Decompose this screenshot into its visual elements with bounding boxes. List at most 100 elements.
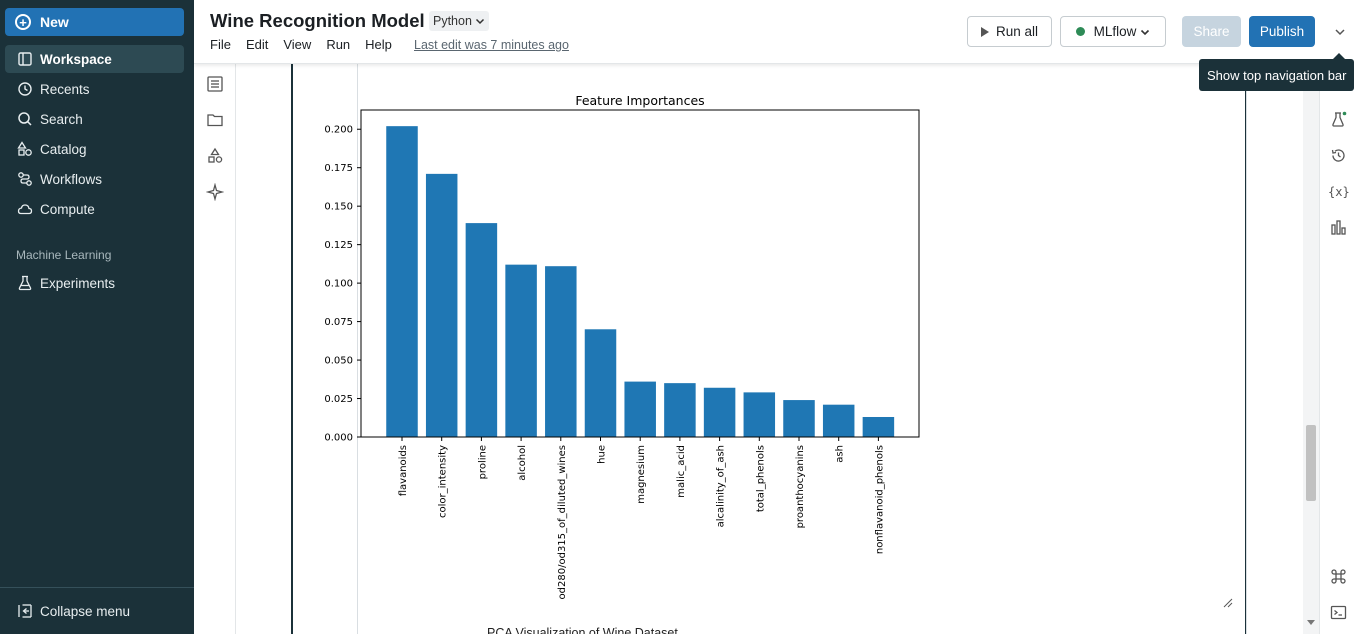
feature-importance-chart: Feature Importances 0.000 0.025 0.050 0.075… <box>324 93 920 599</box>
clock-icon <box>17 81 33 97</box>
sidebar-item-recents[interactable]: Recents <box>5 75 184 103</box>
plus-icon: + <box>15 14 31 30</box>
menu-file[interactable]: File <box>210 37 231 52</box>
menu-bar: File Edit View Run Help <box>210 37 407 52</box>
workspace-icon <box>17 51 33 67</box>
terminal-icon[interactable] <box>1330 604 1347 621</box>
chevron-down-icon <box>475 18 484 25</box>
collapse-menu-label: Collapse menu <box>40 603 131 619</box>
scrollbar-thumb[interactable] <box>1306 425 1316 501</box>
chevron-down-icon[interactable] <box>1333 25 1347 39</box>
compute-label: MLflow <box>1093 24 1137 39</box>
resize-handle-icon[interactable] <box>1223 598 1233 608</box>
language-label: Python <box>433 14 472 28</box>
language-selector[interactable]: Python <box>429 11 489 31</box>
bar-color_intensity <box>425 173 458 437</box>
tooltip: Show top navigation bar <box>1199 53 1354 91</box>
bar-malic_acid <box>664 383 696 437</box>
next-output-title: PCA Visualization of Wine Dataset <box>487 626 678 634</box>
search-icon <box>17 111 33 127</box>
y-tick-label: 0.025 <box>324 394 353 405</box>
scroll-down-arrow-icon[interactable] <box>1307 620 1315 625</box>
y-tick-label: 0.000 <box>324 433 353 444</box>
bar-proline <box>465 223 498 437</box>
x-tick-label: malic_acid <box>676 445 687 498</box>
plot-frame <box>360 109 920 438</box>
sidebar-item-label: Workspace <box>40 51 112 67</box>
last-edit-link[interactable]: Last edit was 7 minutes ago <box>414 38 569 52</box>
catalog-icon <box>17 141 33 157</box>
sidebar-item-label: Recents <box>40 81 90 97</box>
bar-alcalinity_of_ash <box>703 387 736 437</box>
y-tick-label: 0.200 <box>324 125 353 136</box>
sidebar-item-catalog[interactable]: Catalog <box>5 135 184 163</box>
x-tick-label: proline <box>477 445 488 479</box>
left-tool-rail <box>194 64 236 634</box>
bar-nonflavanoid_phenols <box>862 416 895 437</box>
sidebar-item-label: Workflows <box>40 171 103 187</box>
y-tick-label: 0.125 <box>324 240 353 251</box>
compute-selector[interactable]: MLflow <box>1060 16 1166 47</box>
notebook-header: Wine Recognition Model Python File Edit … <box>194 0 1354 64</box>
new-button[interactable]: + New <box>5 8 184 36</box>
shapes-icon[interactable] <box>206 147 224 165</box>
section-label-machine-learning: Machine Learning <box>16 248 112 262</box>
menu-run[interactable]: Run <box>326 37 351 52</box>
menu-edit[interactable]: Edit <box>245 37 269 52</box>
sidebar: + New Workspace Recents Search Catalog W… <box>0 0 194 634</box>
run-all-label: Run all <box>995 24 1039 39</box>
bar-hue <box>584 329 617 437</box>
notebook-title[interactable]: Wine Recognition Model <box>210 10 425 31</box>
x-tick-label: flavanoids <box>398 445 409 496</box>
sidebar-item-label: Catalog <box>40 141 87 157</box>
sidebar-item-compute[interactable]: Compute <box>5 195 184 223</box>
sidebar-item-workspace[interactable]: Workspace <box>5 45 184 73</box>
table-of-contents-icon[interactable] <box>206 75 224 93</box>
sidebar-item-label: Compute <box>40 201 95 217</box>
share-button[interactable]: Share <box>1182 16 1241 47</box>
bar-od280/od315_of_diluted_wines <box>545 266 577 437</box>
x-tick-label: total_phenols <box>755 445 766 512</box>
x-tick-label: od280/od315_of_diluted_wines <box>557 445 568 599</box>
x-tick-label: alcohol <box>517 445 528 481</box>
chart-title: Feature Importances <box>575 93 704 108</box>
sidebar-item-label: Experiments <box>40 275 116 291</box>
y-tick-label: 0.050 <box>324 356 353 367</box>
play-icon <box>980 26 989 37</box>
y-tick-label: 0.075 <box>324 317 353 328</box>
assistant-sparkle-icon[interactable] <box>205 182 225 202</box>
cloud-icon <box>17 201 33 217</box>
workflows-icon <box>17 171 33 187</box>
x-tick-label: magnesium <box>636 445 647 504</box>
variables-icon[interactable]: {x} <box>1328 185 1350 199</box>
menu-view[interactable]: View <box>283 37 312 52</box>
vertical-scrollbar[interactable] <box>1303 64 1319 634</box>
command-icon[interactable] <box>1330 568 1347 585</box>
flask-icon <box>17 275 33 291</box>
y-tick-label: 0.175 <box>324 163 353 174</box>
menu-help[interactable]: Help <box>365 37 392 52</box>
x-tick-label: nonflavanoid_phenols <box>874 445 885 554</box>
collapse-menu-button[interactable]: Collapse menu <box>0 587 194 634</box>
run-all-button[interactable]: Run all <box>967 16 1052 47</box>
notebook-content: Feature Importances 0.000 0.025 0.050 0.075… <box>236 64 1303 634</box>
folder-icon[interactable] <box>206 111 224 129</box>
x-tick-label: ash <box>835 445 846 463</box>
bar-flavanoids <box>386 126 418 437</box>
sidebar-item-experiments[interactable]: Experiments <box>5 269 184 297</box>
y-tick-label: 0.150 <box>324 202 353 213</box>
experiment-flask-icon[interactable] <box>1330 111 1347 128</box>
bar-total_phenols <box>743 392 776 437</box>
bar-chart-icon[interactable] <box>1330 219 1347 236</box>
publish-button[interactable]: Publish <box>1249 16 1315 47</box>
sidebar-item-workflows[interactable]: Workflows <box>5 165 184 193</box>
notebook-cell <box>291 64 1247 634</box>
bar-alcohol <box>505 264 537 437</box>
x-tick-label: hue <box>597 445 608 464</box>
sidebar-item-search[interactable]: Search <box>5 105 184 133</box>
status-dot-icon <box>1075 27 1085 36</box>
history-icon[interactable] <box>1330 147 1347 164</box>
right-tool-rail: {x} <box>1319 64 1354 634</box>
cell-output <box>357 64 1247 634</box>
collapse-icon <box>17 603 33 619</box>
